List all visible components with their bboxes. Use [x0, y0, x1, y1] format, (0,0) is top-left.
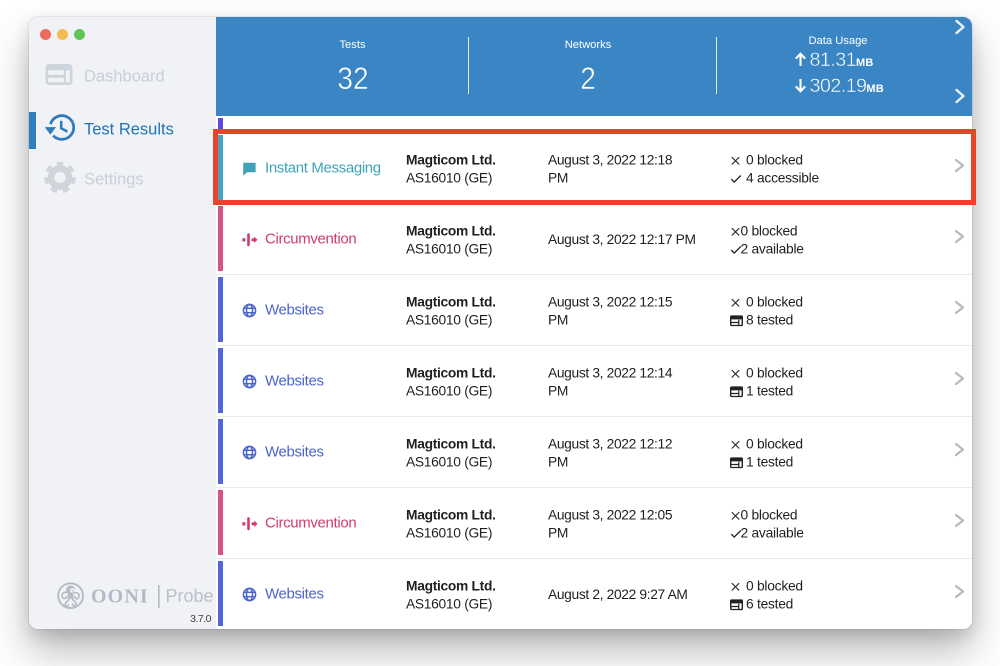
svg-text:Probe: Probe: [166, 586, 214, 606]
svg-text:OONI: OONI: [91, 586, 149, 608]
